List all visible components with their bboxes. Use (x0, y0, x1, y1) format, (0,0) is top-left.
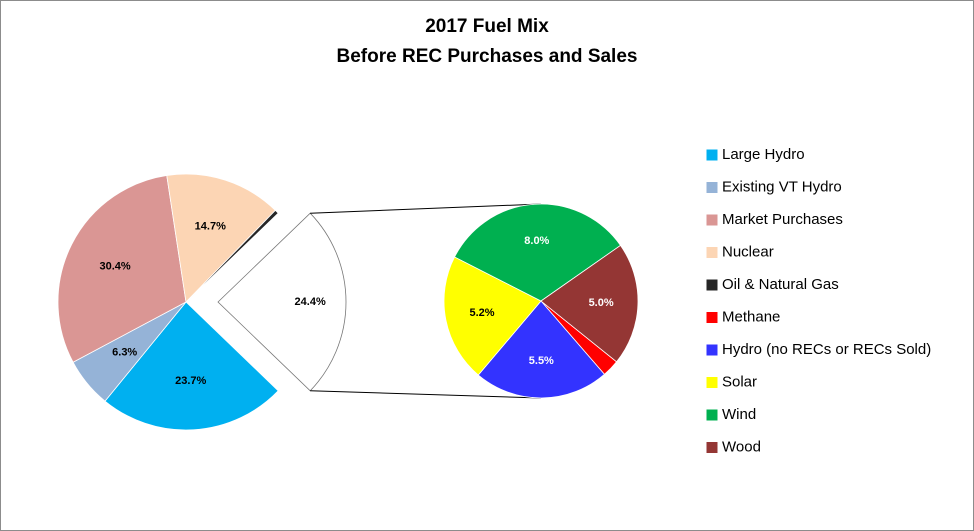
pie-slice (540, 244, 639, 363)
value-label: 5.2% (469, 307, 494, 319)
legend-label: Existing VT Hydro (722, 178, 842, 195)
value-label: 8.0% (524, 235, 549, 247)
legend-swatch (706, 344, 718, 356)
value-label: 5.0% (589, 297, 614, 309)
legend-label: Solar (722, 373, 757, 390)
value-label: 5.5% (529, 355, 554, 367)
legend-label: Hydro (no RECs or RECs Sold) (722, 341, 931, 358)
legend-label: Market Purchases (722, 211, 843, 228)
value-label: 6.3% (112, 346, 137, 358)
chart-title: 2017 Fuel Mix (425, 16, 549, 37)
legend-swatch (706, 149, 718, 161)
connector-line (310, 203, 542, 214)
value-label: 23.7% (175, 375, 206, 387)
legend-label: Wood (722, 438, 761, 455)
legend-label: Wind (722, 406, 756, 423)
pie-slice (477, 300, 606, 399)
pie-slice (166, 173, 276, 303)
legend-label: Methane (722, 308, 780, 325)
legend-label: Nuclear (722, 243, 774, 260)
value-label: 30.4% (99, 260, 130, 272)
value-label: 14.7% (195, 220, 226, 232)
pie-slice (217, 212, 347, 392)
legend-label: Large Hydro (722, 146, 805, 163)
legend-swatch (706, 312, 718, 323)
legend-swatch (706, 442, 718, 453)
pie-slice (104, 301, 279, 431)
chart-subtitle: Before REC Purchases and Sales (337, 46, 638, 67)
legend-label: Oil & Natural Gas (722, 276, 839, 293)
pie-slice (57, 174, 187, 363)
value-label: 0.7% (618, 390, 643, 402)
legend-swatch (706, 409, 718, 421)
pie-slice (454, 203, 622, 302)
pie-slice (185, 209, 279, 303)
value-label: 24.4% (295, 296, 326, 308)
value-label: 0.5% (290, 186, 315, 198)
legend-swatch (706, 279, 718, 291)
connector-line (310, 390, 542, 399)
legend-swatch (706, 377, 718, 388)
legend-swatch (706, 182, 718, 193)
legend-swatch (706, 247, 718, 258)
pie-slice (443, 256, 542, 376)
legend-swatch (706, 214, 718, 226)
